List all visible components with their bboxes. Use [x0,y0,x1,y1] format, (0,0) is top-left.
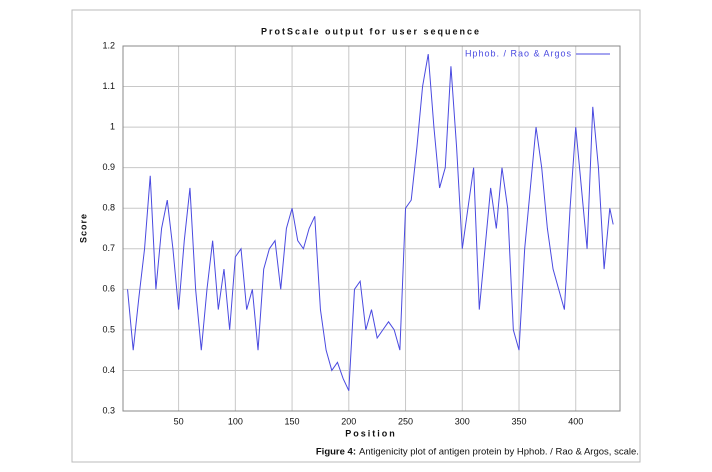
y-tick-label: 0.3 [102,405,115,415]
x-axis-label: Position [345,428,397,438]
y-tick-label: 1 [110,121,115,131]
y-tick-label: 0.4 [102,365,115,375]
data-line [127,54,614,391]
y-tick-label: 0.8 [102,203,115,213]
x-tick-label: 350 [511,416,526,426]
caption-label: Figure 4: [316,447,356,458]
y-tick-label: 1.1 [102,81,115,91]
plot-border [122,45,621,412]
x-tick-label: 200 [341,416,356,426]
y-tick-label: 1.2 [102,40,115,50]
frame [71,9,641,463]
x-tick-label: 250 [398,416,413,426]
y-tick-label: 0.6 [102,284,115,294]
x-tick-label: 150 [285,416,300,426]
x-tick-label: 100 [228,416,243,426]
y-tick-label: 0.7 [102,243,115,253]
x-tick-label: 50 [174,416,184,426]
y-tick-label: 0.9 [102,162,115,172]
y-axis-label: Score [78,213,88,243]
chart-title: ProtScale output for user sequence [261,26,481,36]
caption-text: Antigenicity plot of antigen protein by … [359,447,639,458]
x-tick-label: 300 [455,416,470,426]
legend-label: Hphob. / Rao & Argos [465,48,572,58]
x-tick-label: 400 [568,416,583,426]
y-tick-label: 0.5 [102,324,115,334]
